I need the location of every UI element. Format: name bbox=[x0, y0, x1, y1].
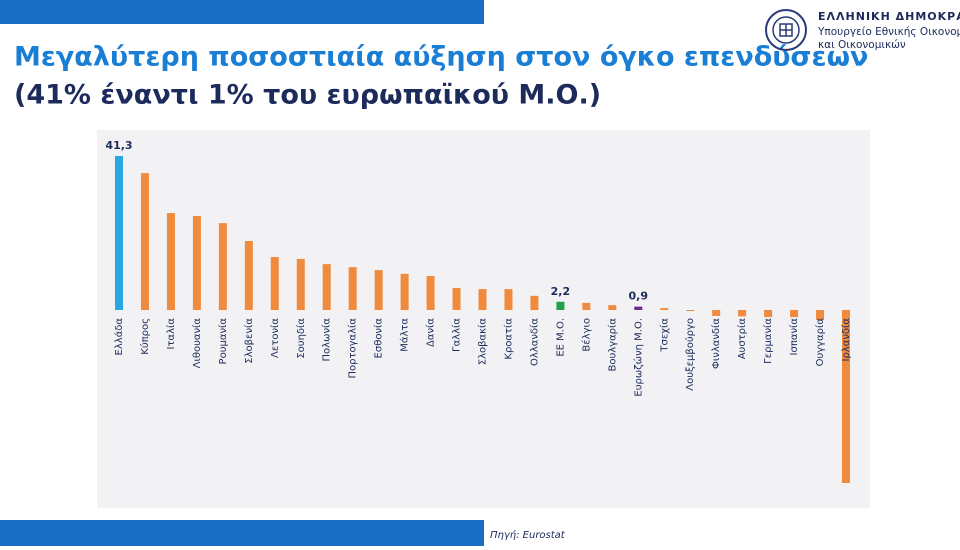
top-band bbox=[0, 0, 484, 24]
x-tick-label: Εσθονία bbox=[373, 318, 385, 359]
x-tick-label: Βουλγαρία bbox=[606, 318, 618, 372]
x-tick-label: Κύπρος bbox=[139, 318, 151, 355]
bar bbox=[374, 270, 383, 310]
bottom-band bbox=[0, 520, 484, 546]
bar bbox=[244, 241, 253, 310]
bar bbox=[478, 289, 487, 310]
x-tick-label: Φινλανδία bbox=[710, 318, 722, 369]
x-tick-label: Αυστρία bbox=[736, 318, 748, 360]
bar bbox=[738, 309, 747, 317]
chart-panel bbox=[97, 130, 870, 508]
bar bbox=[816, 309, 825, 321]
title: Μεγαλύτερη ποσοστιαία αύξηση στον όγκο ε… bbox=[14, 42, 868, 73]
emblem bbox=[765, 9, 807, 51]
bar bbox=[166, 213, 175, 310]
bar bbox=[712, 309, 721, 316]
x-tick-label: Πολωνία bbox=[321, 318, 333, 362]
x-tick-label: Μάλτα bbox=[399, 318, 411, 352]
x-tick-label: Ευρωζώνη Μ.Ο. bbox=[632, 318, 644, 397]
bar bbox=[140, 173, 149, 310]
emblem-cross bbox=[779, 23, 793, 37]
x-tick-label: Ισπανία bbox=[788, 318, 800, 356]
x-tick-label: Ιρλανδία bbox=[840, 318, 852, 362]
bar bbox=[270, 257, 279, 310]
logo-country: ΕΛΛΗΝΙΚΗ ΔΗΜΟΚΡΑΤΙΑ bbox=[818, 10, 960, 23]
x-tick-label: Ελλάδα bbox=[113, 318, 125, 356]
bar bbox=[842, 309, 850, 483]
bar bbox=[660, 308, 669, 310]
source: Πηγή: Eurostat bbox=[490, 529, 566, 541]
x-tick-label: Γαλλία bbox=[451, 318, 463, 352]
x-tick-label: Σουηδία bbox=[295, 318, 307, 359]
bar bbox=[790, 309, 799, 318]
logo: ΕΛΛΗΝΙΚΗ ΔΗΜΟΚΡΑΤΙΑ Υπουργείο Εθνικής Οι… bbox=[765, 9, 960, 51]
x-tick-label: ΕΕ Μ.Ο. bbox=[555, 318, 566, 357]
data-label: 41,3 bbox=[105, 139, 132, 152]
bar bbox=[452, 287, 461, 310]
bar bbox=[348, 267, 357, 310]
x-tick-label: Ιταλία bbox=[165, 318, 177, 350]
bar bbox=[400, 273, 409, 310]
x-tick-label: Κροατία bbox=[502, 318, 514, 360]
x-tick-label: Σλοβακία bbox=[477, 318, 489, 366]
data-label: 2,2 bbox=[551, 285, 571, 298]
x-tick-label: Ουγγαρία bbox=[814, 318, 826, 367]
bar bbox=[504, 289, 513, 310]
emblem-inner bbox=[772, 16, 800, 44]
logo-ministry: Υπουργείο Εθνικής Οικονομίας bbox=[817, 26, 960, 38]
chart: Ελλάδα 41,3 Κύπρος Ιταλία Λιθουανία Ρουμανία Σ… bbox=[105, 139, 852, 483]
bar bbox=[764, 309, 773, 318]
x-tick-label: Ρουμανία bbox=[217, 318, 229, 365]
x-tick-label: Ολλανδία bbox=[528, 318, 540, 366]
x-tick-label: Δανία bbox=[425, 318, 437, 347]
subtitle: (41% έναντι 1% του ευρωπαϊκού Μ.Ο.) bbox=[14, 80, 601, 111]
bar bbox=[192, 216, 201, 310]
bar bbox=[582, 302, 591, 310]
x-tick-label: Λουξεμβούργο bbox=[684, 318, 696, 391]
x-tick-label: Βέλγιο bbox=[580, 318, 592, 352]
bar bbox=[426, 276, 435, 310]
bar bbox=[686, 309, 695, 311]
data-label: 0,9 bbox=[629, 290, 649, 303]
x-tick-label: Τσεχία bbox=[658, 318, 670, 353]
bar bbox=[530, 295, 539, 310]
x-tick-label: Λετονία bbox=[269, 318, 281, 358]
bar bbox=[115, 156, 123, 310]
bar bbox=[322, 264, 331, 310]
bar bbox=[296, 258, 305, 310]
x-tick-label: Γερμανία bbox=[762, 318, 774, 364]
bar bbox=[556, 301, 565, 310]
logo-ministry: και Οικονομικών bbox=[818, 39, 906, 51]
x-tick-label: Σλοβενία bbox=[243, 318, 255, 364]
bar bbox=[218, 223, 227, 310]
x-tick-label: Πορτογαλία bbox=[347, 318, 359, 379]
x-tick-label: Λιθουανία bbox=[191, 318, 203, 369]
bar bbox=[608, 305, 617, 310]
bar bbox=[634, 306, 643, 310]
